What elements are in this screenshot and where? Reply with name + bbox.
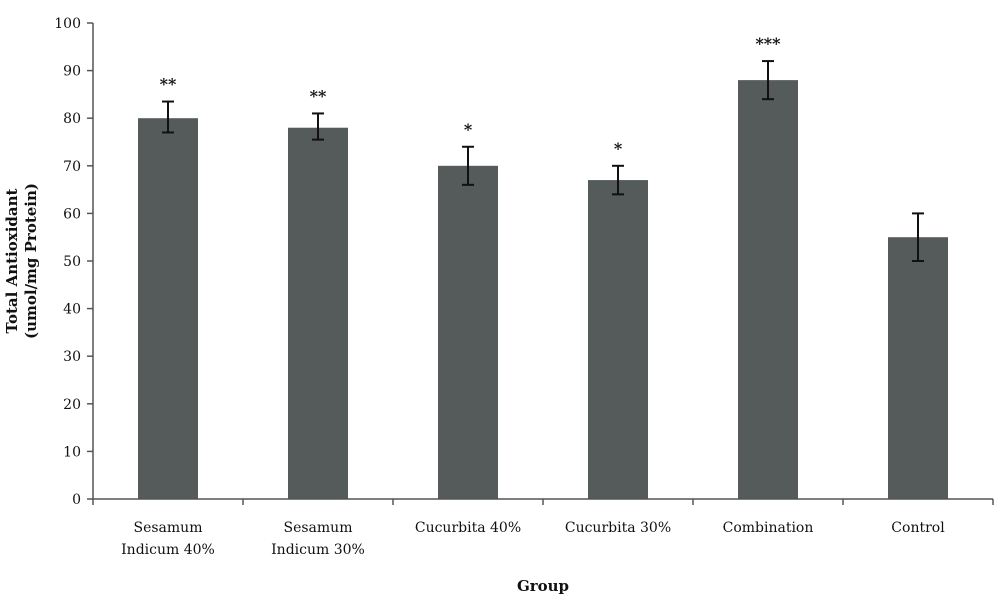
- category-label: Sesamum Indicum 30%: [271, 520, 365, 558]
- bar: [738, 80, 798, 500]
- error-bar: [162, 100, 174, 134]
- y-tick-label: 70: [63, 159, 81, 175]
- error-bars: [162, 60, 924, 262]
- y-axis-ticks: 0 10 20 30 40 50 60 70 80 90 100: [54, 16, 93, 508]
- y-tick-label: 90: [63, 64, 81, 80]
- y-tick-label: 30: [63, 349, 81, 365]
- error-bar: [612, 164, 624, 196]
- significance-label: ***: [755, 34, 781, 53]
- y-tick-label: 50: [63, 254, 81, 270]
- significance-label: *: [464, 120, 473, 139]
- category-label: Cucurbita 30%: [565, 520, 671, 536]
- significance-label: *: [614, 139, 623, 158]
- y-tick-label: 100: [54, 16, 81, 32]
- y-axis-title-line: Total Antioxidant: [3, 188, 21, 333]
- error-bar: [312, 112, 324, 141]
- significance-label: **: [310, 86, 327, 105]
- significance-label: **: [160, 75, 177, 94]
- y-tick-label: 0: [72, 492, 81, 508]
- y-tick-label: 60: [63, 206, 81, 222]
- x-axis-ticks: [92, 499, 994, 505]
- significance-markers: *********: [160, 34, 782, 158]
- x-axis-title: Group: [517, 577, 569, 595]
- y-axis-title-line: (umol/mg Protein): [22, 183, 40, 339]
- category-label: Control: [891, 520, 945, 536]
- bar: [588, 180, 648, 499]
- category-label: Sesamum Indicum 40%: [121, 520, 215, 558]
- y-axis-title: Total Antioxidant (umol/mg Protein): [3, 183, 40, 339]
- y-tick-label: 80: [63, 111, 81, 127]
- bar: [888, 237, 948, 499]
- bars: [138, 80, 948, 500]
- bar: [438, 165, 498, 500]
- y-tick-label: 20: [63, 397, 81, 413]
- bar: [138, 118, 198, 499]
- y-tick-label: 10: [63, 444, 81, 460]
- y-tick-label: 40: [63, 302, 81, 318]
- bar: [288, 127, 348, 499]
- category-label: Cucurbita 40%: [415, 520, 521, 536]
- error-bar: [462, 145, 474, 186]
- category-labels: Sesamum Indicum 40% Sesamum Indicum 30% Cucu…: [121, 520, 945, 558]
- category-label: Combination: [723, 520, 814, 536]
- error-bar: [762, 60, 774, 101]
- error-bar: [912, 212, 924, 262]
